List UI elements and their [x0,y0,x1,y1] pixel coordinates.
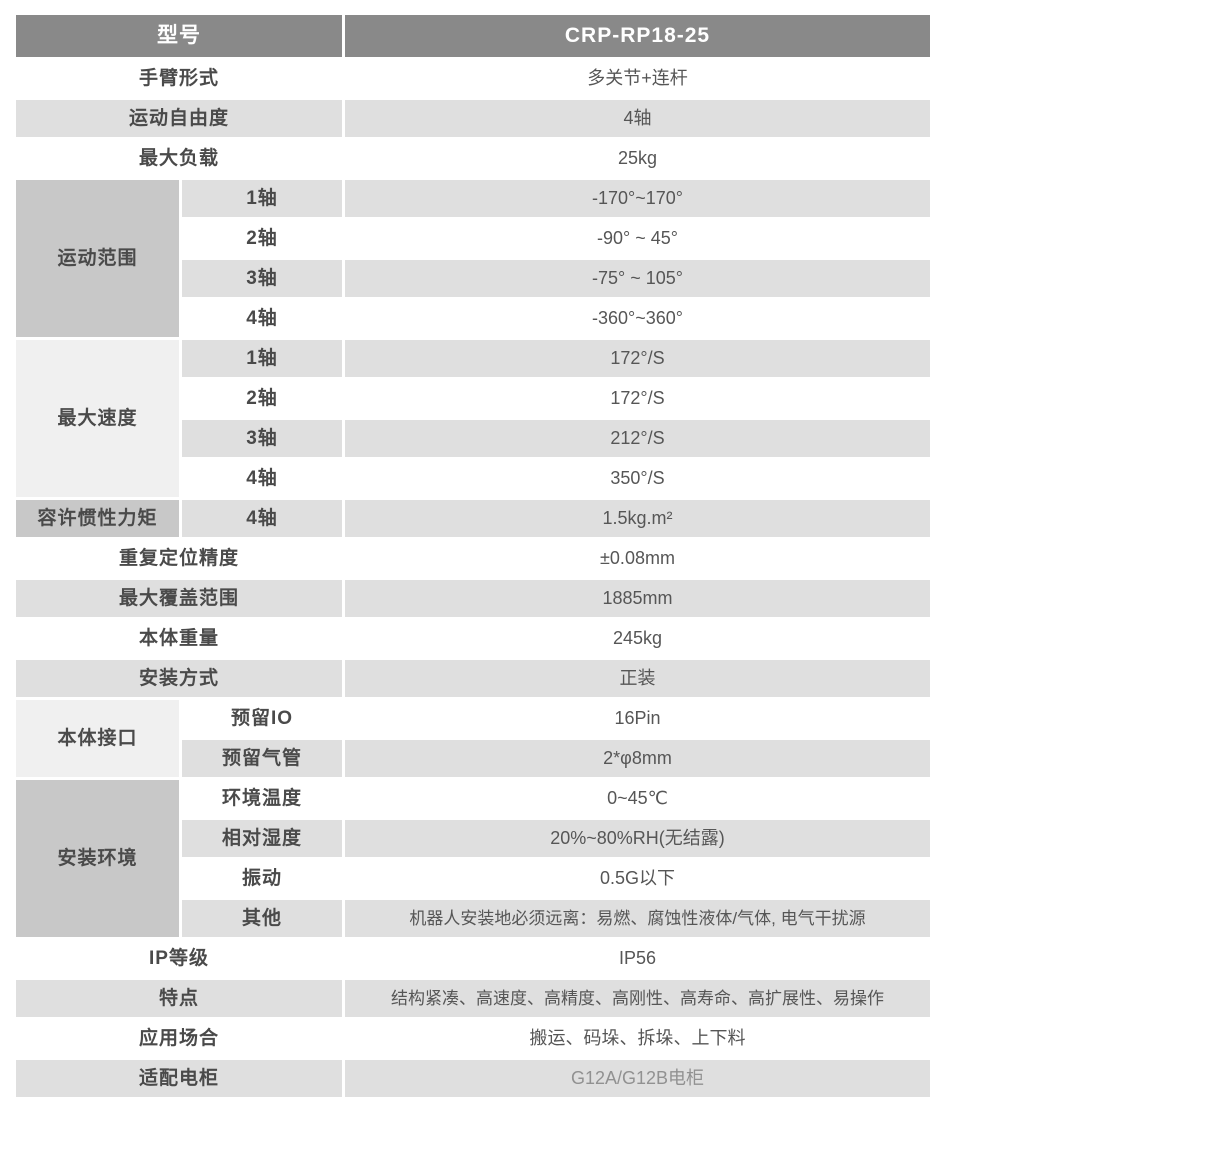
header-model-label: 型号 [16,15,342,57]
row-value: 机器人安装地必须远离：易燃、腐蚀性液体/气体, 电气干扰源 [345,900,930,937]
row-value: 4轴 [345,100,930,137]
row-label: 安装方式 [16,660,342,697]
row-label: 重复定位精度 [16,540,342,577]
row-label: 运动自由度 [16,100,342,137]
row-sub-label: 其他 [182,900,342,937]
row-value: 172°/S [345,380,930,417]
row-sub-label: 4轴 [182,460,342,497]
spec-table: 型号 CRP-RP18-25 手臂形式 多关节+连杆 运动自由度 4轴 最大负载 25kg… [16,15,930,1097]
row-value: -75° ~ 105° [345,260,930,297]
row-value: 搬运、码垛、拆垛、上下料 [345,1020,930,1057]
row-sub-label: 预留气管 [182,740,342,777]
header-model-value: CRP-RP18-25 [345,15,930,57]
row-value: 结构紧凑、高速度、高精度、高刚性、高寿命、高扩展性、易操作 [345,980,930,1017]
row-value: -90° ~ 45° [345,220,930,257]
row-value: G12A/G12B电柜 [345,1060,930,1097]
row-value: 20%~80%RH(无结露) [345,820,930,857]
group-label: 运动范围 [16,180,179,337]
row-label: 本体重量 [16,620,342,657]
row-value: 多关节+连杆 [345,60,930,97]
row-label: 最大负载 [16,140,342,177]
group-label: 本体接口 [16,700,179,777]
row-value: 2*φ8mm [345,740,930,777]
group-label: 安装环境 [16,780,179,937]
row-value: -360°~360° [345,300,930,337]
row-sub-label: 1轴 [182,340,342,377]
row-value: 350°/S [345,460,930,497]
row-sub-label: 3轴 [182,260,342,297]
row-value: 0.5G以下 [345,860,930,897]
row-sub-label: 环境温度 [182,780,342,817]
row-label: IP等级 [16,940,342,977]
group-label: 容许惯性力矩 [16,500,179,537]
row-sub-label: 振动 [182,860,342,897]
row-sub-label: 4轴 [182,300,342,337]
row-value: 1.5kg.m² [345,500,930,537]
row-label: 最大覆盖范围 [16,580,342,617]
row-label: 应用场合 [16,1020,342,1057]
row-sub-label: 4轴 [182,500,342,537]
row-sub-label: 3轴 [182,420,342,457]
row-sub-label: 2轴 [182,380,342,417]
row-label: 特点 [16,980,342,1017]
row-value: 25kg [345,140,930,177]
row-value: 172°/S [345,340,930,377]
row-value: IP56 [345,940,930,977]
row-value: 正装 [345,660,930,697]
row-sub-label: 预留IO [182,700,342,737]
row-value: 0~45℃ [345,780,930,817]
row-value: 212°/S [345,420,930,457]
row-value: ±0.08mm [345,540,930,577]
row-sub-label: 1轴 [182,180,342,217]
row-value: 1885mm [345,580,930,617]
row-value: -170°~170° [345,180,930,217]
row-value: 16Pin [345,700,930,737]
row-label: 适配电柜 [16,1060,342,1097]
row-sub-label: 2轴 [182,220,342,257]
group-label: 最大速度 [16,340,179,497]
row-sub-label: 相对湿度 [182,820,342,857]
row-value: 245kg [345,620,930,657]
row-label: 手臂形式 [16,60,342,97]
